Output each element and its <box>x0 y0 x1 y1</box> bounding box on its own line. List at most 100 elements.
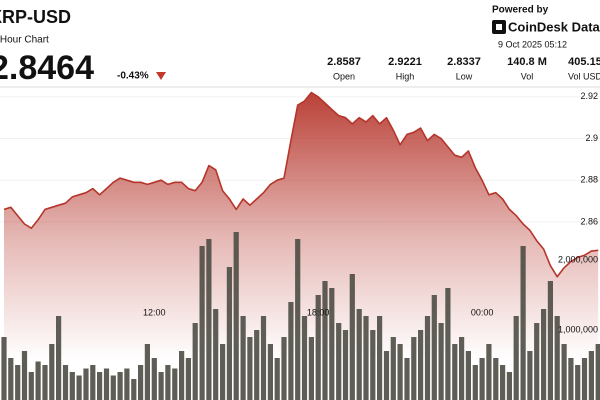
volume-bar <box>254 330 260 400</box>
volume-bar <box>493 358 499 400</box>
price-line <box>3 91 599 278</box>
volume-bar <box>445 288 451 400</box>
volume-bar <box>35 361 41 400</box>
volume-bar <box>465 351 471 400</box>
brand-logo <box>492 20 506 34</box>
volume-bar <box>301 316 308 400</box>
volume-bar <box>165 365 171 400</box>
volume-bar <box>151 358 157 400</box>
volume-bar <box>288 302 294 400</box>
volume-bar <box>554 316 560 400</box>
stat-label: Vol <box>521 71 534 81</box>
volume-bar <box>56 316 62 400</box>
volume-bar <box>520 246 526 400</box>
price-change: -0.43% <box>117 71 149 82</box>
volume-bar <box>322 281 328 400</box>
timestamp: 9 Oct 2025 05:12 <box>498 39 567 49</box>
x-tick-label: 00:00 <box>471 307 494 317</box>
volume-bar <box>349 274 355 400</box>
volume-bar <box>83 368 89 400</box>
volume-bar <box>486 344 492 400</box>
volume-bar <box>541 309 547 400</box>
volume-bar <box>1 337 7 400</box>
volume-bar <box>247 337 253 400</box>
volume-bar <box>452 344 458 400</box>
volume-bar <box>588 351 594 400</box>
volume-bar <box>472 365 478 400</box>
volume-bar <box>342 330 349 400</box>
volume-bar <box>179 351 185 400</box>
volume-bar <box>281 337 287 400</box>
y2-tick-label: 2,000,000 <box>558 254 598 264</box>
volume-bar <box>575 365 581 400</box>
volume-bar <box>28 372 34 400</box>
volume-bar <box>49 344 55 400</box>
chart-title: XRP-USD <box>0 7 71 27</box>
volume-bar <box>172 368 178 400</box>
volume-bar <box>117 372 123 400</box>
volume-bar <box>185 358 191 400</box>
volume-bar <box>561 344 567 400</box>
volume-bar <box>383 351 390 400</box>
volume-bar <box>377 316 383 400</box>
volume-bar <box>220 344 226 400</box>
volume-bar <box>411 337 417 400</box>
y-tick-label: 2.88 <box>580 175 598 185</box>
volume-bar <box>260 316 267 400</box>
volume-bar <box>42 365 48 400</box>
credit: Powered by <box>492 5 549 16</box>
volume-bar <box>124 368 130 400</box>
volume-bar <box>213 309 219 400</box>
y-tick-label: 2.9 <box>585 133 598 143</box>
volume-bar <box>110 375 116 400</box>
volume-bar <box>8 358 14 400</box>
volume-bar <box>534 323 540 400</box>
volume-bar <box>138 365 144 400</box>
stat-value: 405.15 <box>568 56 600 68</box>
x-tick-label: 12:00 <box>143 307 166 317</box>
volume-bar <box>69 372 75 400</box>
volume-bar <box>233 232 239 400</box>
volume-bar <box>356 309 362 400</box>
volume-bar <box>15 365 21 400</box>
volume-bar <box>404 358 410 400</box>
volume-bar <box>103 368 110 400</box>
volume-bar <box>513 316 519 400</box>
logo-icon-inner <box>496 24 502 30</box>
y-tick-label: 2.92 <box>580 91 598 101</box>
stat-label: Low <box>456 71 473 81</box>
volume-bar <box>90 365 96 400</box>
volume-bar <box>97 372 103 400</box>
volume-bar <box>363 316 369 400</box>
volume-bar <box>295 239 301 400</box>
down-arrow <box>156 72 166 80</box>
volume-bar <box>62 365 69 400</box>
volume-bar <box>370 330 376 400</box>
volume-bar <box>315 295 321 400</box>
x-tick-label: 18:00 <box>307 307 330 317</box>
last-price: 2.8464 <box>0 49 94 87</box>
chart-subtitle: 24 Hour Chart <box>0 35 49 46</box>
stat-value: 2.8337 <box>447 56 481 68</box>
volume-bar <box>459 337 465 400</box>
volume-bar <box>21 351 28 400</box>
volume-bar <box>158 372 164 400</box>
volume-bar <box>131 379 137 400</box>
y-tick-label: 2.86 <box>580 216 598 226</box>
stat-value: 2.9221 <box>388 56 422 68</box>
stat-value: 140.8 M <box>507 56 547 68</box>
volume-bar <box>397 344 403 400</box>
volume-bar <box>438 323 444 400</box>
volume-bar <box>479 358 485 400</box>
volume-bar <box>418 330 424 400</box>
volume-bar <box>424 316 431 400</box>
volume-bar <box>595 344 600 400</box>
volume-bar <box>547 281 553 400</box>
volume-bar <box>527 351 533 400</box>
volume-bar <box>390 337 396 400</box>
volume-bar <box>274 358 280 400</box>
volume-bar <box>226 267 232 400</box>
volume-bar <box>506 372 512 400</box>
volume-bar <box>199 246 205 400</box>
